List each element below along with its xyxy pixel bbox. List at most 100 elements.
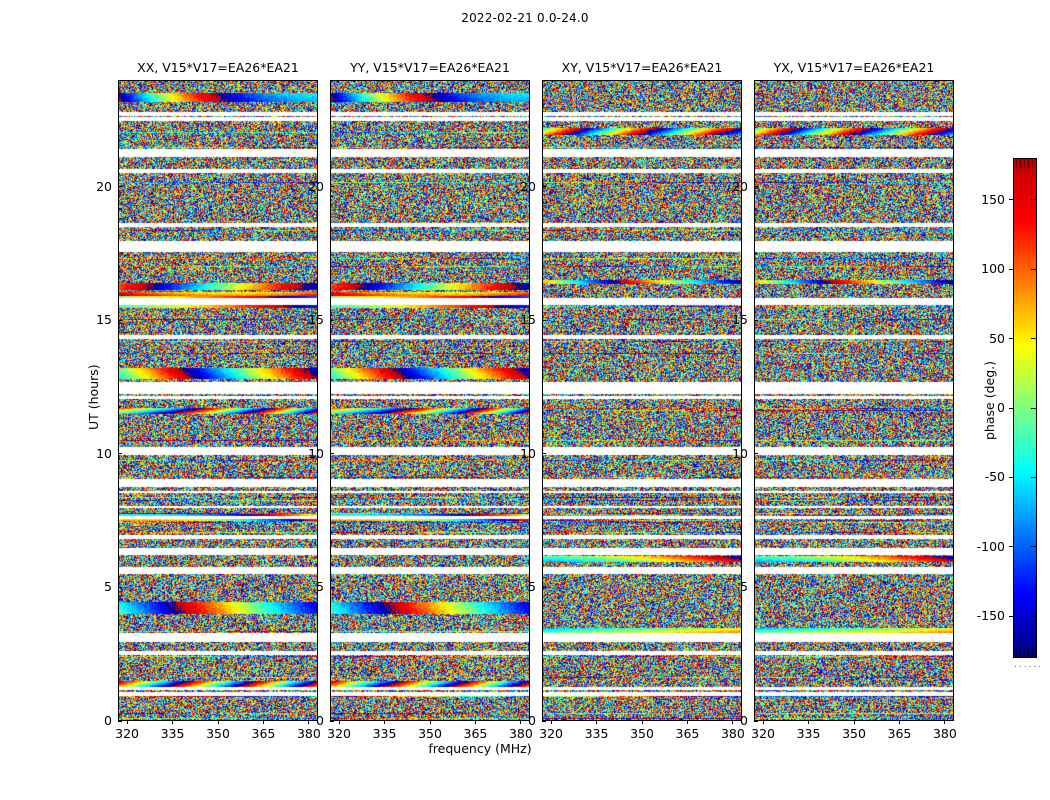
x-axis-label: frequency (MHz) bbox=[428, 741, 532, 756]
x-tick-mark bbox=[944, 720, 946, 724]
x-tick-label: 365 bbox=[463, 726, 488, 741]
x-tick-label: 380 bbox=[932, 726, 957, 741]
colorbar-tick-mark bbox=[1031, 407, 1037, 409]
colorbar-extend-dots: ...... bbox=[1014, 660, 1044, 670]
y-tick-label: 15 bbox=[308, 312, 324, 328]
y-tick-label: 20 bbox=[96, 178, 112, 194]
y-tick-label: 5 bbox=[740, 579, 748, 595]
x-tick-mark bbox=[520, 720, 522, 724]
x-tick-mark bbox=[338, 720, 340, 724]
y-tick-mark bbox=[330, 453, 334, 455]
colorbar-tick-mark-inner bbox=[1009, 199, 1014, 201]
y-tick-label: 15 bbox=[732, 312, 748, 328]
y-tick-mark bbox=[118, 453, 122, 455]
y-tick-mark bbox=[542, 586, 546, 588]
y-tick-label: 10 bbox=[308, 445, 324, 461]
colorbar-tick-mark bbox=[1031, 268, 1037, 270]
x-tick-label: 350 bbox=[842, 726, 866, 741]
x-tick-mark bbox=[686, 720, 688, 724]
y-tick-label: 5 bbox=[104, 579, 112, 595]
plot-panel-yy[interactable] bbox=[330, 80, 530, 721]
y-tick-label: 10 bbox=[520, 445, 536, 461]
y-tick-mark bbox=[542, 319, 546, 321]
x-tick-label: 350 bbox=[418, 726, 442, 741]
x-tick-label: 365 bbox=[251, 726, 276, 741]
colorbar-tick-label: -100 bbox=[976, 538, 1005, 554]
colorbar-tick-label: 50 bbox=[989, 330, 1005, 346]
colorbar-tick-mark-inner bbox=[1009, 546, 1014, 548]
colorbar-tick-label: -50 bbox=[984, 469, 1005, 485]
colorbar-tick-mark bbox=[1031, 476, 1037, 478]
x-tick-mark bbox=[308, 720, 310, 724]
x-tick-mark bbox=[732, 720, 734, 724]
y-tick-label: 5 bbox=[316, 579, 324, 595]
x-tick-label: 335 bbox=[160, 726, 185, 741]
y-tick-mark bbox=[754, 453, 758, 455]
y-tick-mark bbox=[330, 586, 334, 588]
y-tick-mark bbox=[330, 720, 334, 722]
colorbar-tick-mark bbox=[1031, 615, 1037, 617]
panel-title-yx: YX, V15*V17=EA26*EA21 bbox=[773, 60, 935, 75]
colorbar-tick-mark bbox=[1031, 546, 1037, 548]
x-tick-label: 365 bbox=[675, 726, 700, 741]
y-tick-label: 20 bbox=[520, 178, 536, 194]
plot-panel-yx[interactable] bbox=[754, 80, 954, 721]
colorbar-tick-mark-inner bbox=[1009, 476, 1014, 478]
figure-suptitle: 2022-02-21 0.0-24.0 bbox=[461, 11, 589, 25]
y-tick-mark bbox=[754, 586, 758, 588]
x-tick-label: 380 bbox=[508, 726, 533, 741]
panel-title-yy: YY, V15*V17=EA26*EA21 bbox=[350, 60, 510, 75]
y-tick-label: 15 bbox=[96, 312, 112, 328]
colorbar-tick-label: 0 bbox=[997, 400, 1005, 415]
y-tick-label: 0 bbox=[528, 713, 536, 728]
panel-title-xx: XX, V15*V17=EA26*EA21 bbox=[137, 60, 299, 75]
x-tick-label: 380 bbox=[296, 726, 321, 741]
x-tick-mark bbox=[429, 720, 431, 724]
plot-panel-xx[interactable] bbox=[118, 80, 318, 721]
x-tick-mark bbox=[172, 720, 174, 724]
colorbar-tick-label: 150 bbox=[981, 191, 1005, 207]
y-tick-mark bbox=[542, 186, 546, 188]
x-tick-label: 335 bbox=[796, 726, 821, 741]
x-tick-mark bbox=[474, 720, 476, 724]
y-tick-mark bbox=[118, 586, 122, 588]
colorbar-tick-label: -150 bbox=[976, 608, 1005, 624]
x-tick-label: 365 bbox=[887, 726, 912, 741]
x-tick-label: 335 bbox=[584, 726, 609, 741]
y-tick-label: 15 bbox=[520, 312, 536, 328]
y-tick-mark bbox=[754, 720, 758, 722]
x-tick-label: 335 bbox=[372, 726, 397, 741]
plot-panel-xy[interactable] bbox=[542, 80, 742, 721]
x-tick-label: 380 bbox=[720, 726, 745, 741]
x-tick-mark bbox=[853, 720, 855, 724]
y-tick-mark bbox=[542, 720, 546, 722]
x-tick-label: 320 bbox=[751, 726, 775, 741]
x-tick-label: 320 bbox=[327, 726, 351, 741]
x-tick-mark bbox=[641, 720, 643, 724]
y-tick-label: 5 bbox=[528, 579, 536, 595]
y-tick-label: 10 bbox=[96, 445, 112, 461]
y-tick-mark bbox=[330, 186, 334, 188]
panel-title-xy: XY, V15*V17=EA26*EA21 bbox=[561, 60, 723, 75]
x-tick-label: 350 bbox=[206, 726, 230, 741]
x-tick-mark bbox=[126, 720, 128, 724]
colorbar-tick-label: 100 bbox=[981, 261, 1005, 277]
colorbar-tick-mark bbox=[1031, 199, 1037, 201]
x-tick-mark bbox=[217, 720, 219, 724]
y-tick-mark bbox=[754, 186, 758, 188]
colorbar-tick-mark-inner bbox=[1009, 615, 1014, 617]
x-tick-mark bbox=[384, 720, 386, 724]
colorbar-tick-mark-inner bbox=[1009, 338, 1014, 340]
y-tick-label: 0 bbox=[104, 713, 112, 728]
y-tick-label: 20 bbox=[732, 178, 748, 194]
x-tick-label: 320 bbox=[115, 726, 139, 741]
x-tick-mark bbox=[596, 720, 598, 724]
colorbar-tick-mark bbox=[1031, 338, 1037, 340]
x-tick-mark bbox=[762, 720, 764, 724]
y-tick-mark bbox=[118, 720, 122, 722]
x-tick-mark bbox=[808, 720, 810, 724]
y-tick-mark bbox=[542, 453, 546, 455]
x-tick-label: 320 bbox=[539, 726, 563, 741]
x-tick-mark bbox=[550, 720, 552, 724]
